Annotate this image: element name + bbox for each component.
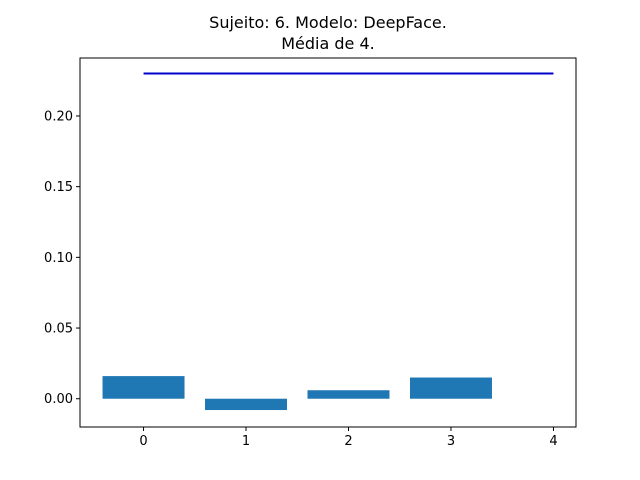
chart-title: Sujeito: 6. Modelo: DeepFace. bbox=[209, 13, 447, 32]
y-tick-label: 0.00 bbox=[44, 392, 73, 407]
y-tick-label: 0.20 bbox=[44, 109, 73, 124]
y-tick-label: 0.15 bbox=[44, 180, 73, 195]
y-tick-label: 0.10 bbox=[44, 251, 73, 266]
x-axis-ticks: 0 1 2 3 4 bbox=[139, 427, 558, 449]
bar-1 bbox=[205, 398, 288, 411]
plot-frame bbox=[79, 57, 577, 428]
x-tick-label: 4 bbox=[549, 434, 557, 449]
chart-subtitle: Média de 4. bbox=[281, 34, 375, 53]
x-tick-label: 3 bbox=[447, 434, 455, 449]
bar-2 bbox=[307, 390, 390, 399]
bars-group bbox=[102, 376, 492, 411]
y-tick-label: 0.05 bbox=[44, 322, 73, 337]
x-tick-label: 1 bbox=[242, 434, 250, 449]
bar-3 bbox=[409, 377, 492, 399]
bar-0 bbox=[102, 376, 185, 399]
x-tick-label: 0 bbox=[139, 434, 147, 449]
y-axis-ticks: 0.00 0.05 0.10 0.15 0.20 bbox=[44, 109, 80, 407]
x-tick-label: 2 bbox=[344, 434, 352, 449]
